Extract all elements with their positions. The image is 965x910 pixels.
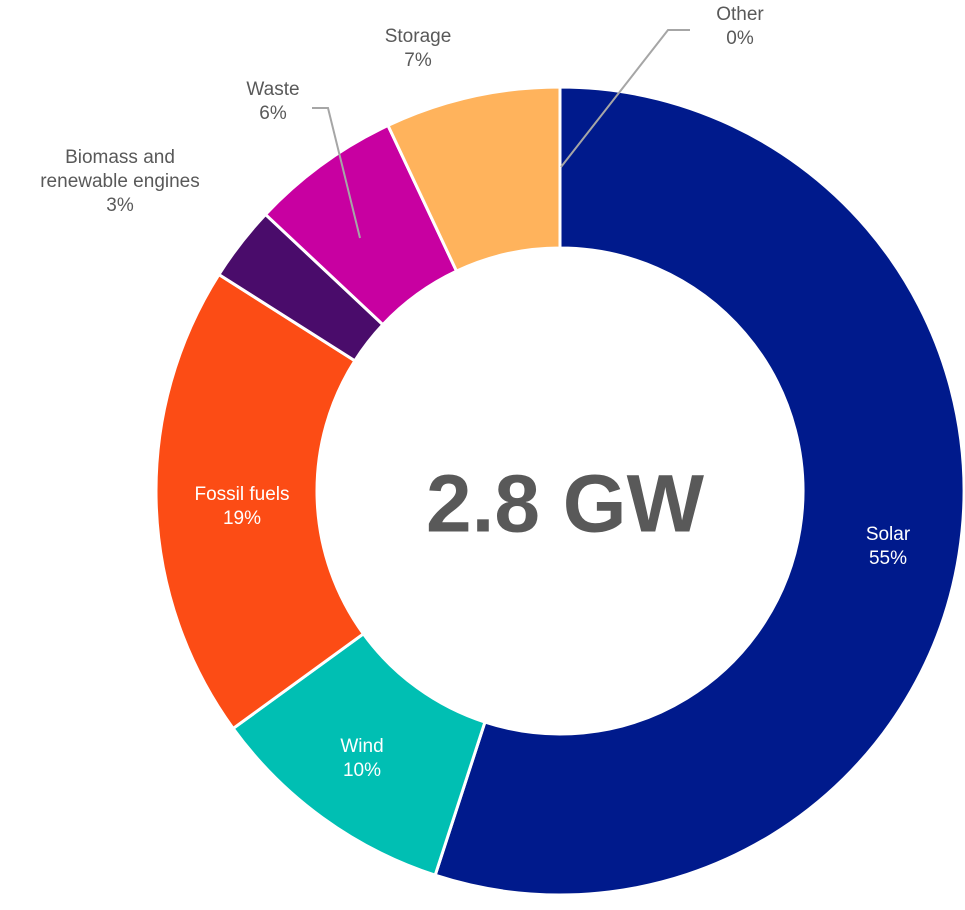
value-label: 19% (223, 508, 261, 529)
slice-label: Fossil fuels 19% (194, 484, 289, 529)
donut-slice (433, 85, 965, 897)
category-label: Fossil fuels (194, 484, 289, 505)
category-label: Biomass and (65, 147, 175, 168)
value-label: 0% (726, 28, 754, 49)
category-label: renewable engines (40, 171, 200, 192)
leader-line (560, 29, 690, 168)
value-label: 55% (869, 548, 907, 569)
slice-label: Waste 6% (246, 79, 299, 124)
slice-label: Storage 7% (385, 26, 452, 71)
value-label: 3% (106, 195, 134, 216)
slice-label: Biomass and renewable engines 3% (40, 147, 200, 216)
slice-label: Solar 55% (866, 524, 911, 569)
value-label: 7% (404, 50, 432, 71)
slice-label: Other 0% (716, 4, 764, 49)
donut-slice (154, 272, 366, 731)
category-label: Storage (385, 26, 452, 47)
slice-label: Wind 10% (340, 736, 383, 781)
value-label: 10% (343, 760, 381, 781)
category-label: Wind (340, 736, 383, 757)
value-label: 6% (259, 103, 287, 124)
category-label: Solar (866, 524, 911, 545)
leader-line (312, 107, 361, 239)
category-label: Other (716, 4, 764, 25)
center-label: 2.8 GW (426, 459, 705, 550)
category-label: Waste (246, 79, 299, 100)
